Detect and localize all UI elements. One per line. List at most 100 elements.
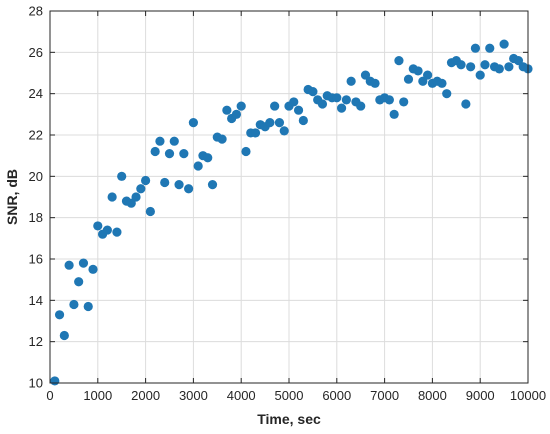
data-point <box>485 43 495 53</box>
data-point <box>59 330 69 341</box>
x-tick-label: 0 <box>46 388 53 403</box>
data-point <box>270 101 280 111</box>
data-point <box>265 118 275 128</box>
data-point <box>83 301 93 312</box>
data-point <box>389 109 399 119</box>
data-point <box>193 161 203 171</box>
data-point <box>336 103 347 113</box>
data-point <box>456 60 466 70</box>
x-axis-ticks: 0 1000 2000 3000 4000 5000 6000 7000 8000 9000 100… <box>46 11 546 403</box>
y-tick-label: 20 <box>29 169 43 184</box>
data-point <box>418 76 428 86</box>
data-point <box>341 95 351 105</box>
data-point <box>442 89 452 99</box>
data-point <box>236 101 246 111</box>
data-point <box>50 376 60 386</box>
data-point <box>117 171 127 181</box>
data-point <box>64 260 74 270</box>
data-point <box>403 74 414 84</box>
x-tick-label: 7000 <box>370 388 399 403</box>
data-point <box>423 70 433 80</box>
data-point <box>112 227 122 237</box>
data-point <box>293 105 304 115</box>
data-points <box>50 39 533 386</box>
data-point <box>93 221 103 231</box>
data-point <box>317 99 328 109</box>
data-point <box>437 78 447 88</box>
x-tick-label: 8000 <box>418 388 447 403</box>
data-point <box>169 136 179 146</box>
y-tick-label: 26 <box>29 45 43 60</box>
data-point <box>394 56 404 66</box>
data-point <box>384 95 394 105</box>
data-point <box>475 70 485 80</box>
data-point <box>370 78 380 88</box>
y-axis-ticks: 10 12 14 16 18 20 22 24 26 28 <box>29 4 528 391</box>
data-point <box>308 87 318 97</box>
data-point <box>126 198 136 208</box>
y-tick-label: 12 <box>29 334 43 349</box>
y-tick-label: 14 <box>29 293 43 308</box>
data-point <box>332 93 342 103</box>
data-point <box>480 60 490 70</box>
data-point <box>217 134 227 144</box>
x-axis-label: Time, sec <box>257 411 321 427</box>
data-point <box>188 118 198 128</box>
x-tick-label: 5000 <box>275 388 304 403</box>
data-point <box>184 184 194 194</box>
data-point <box>174 180 184 190</box>
y-axis-label: SNR, dB <box>4 169 20 225</box>
y-tick-label: 10 <box>29 376 43 391</box>
y-tick-label: 16 <box>29 252 43 267</box>
data-point <box>289 97 299 107</box>
data-point <box>155 136 165 146</box>
data-point <box>78 258 89 268</box>
data-point <box>241 146 251 157</box>
data-point <box>346 76 356 86</box>
data-point <box>461 99 471 109</box>
data-point <box>494 64 504 74</box>
data-point <box>164 149 175 159</box>
data-point <box>207 180 218 190</box>
y-tick-label: 22 <box>29 128 43 143</box>
data-point <box>74 277 84 287</box>
data-point <box>150 146 160 157</box>
data-point <box>356 101 366 111</box>
data-point <box>107 192 117 202</box>
data-point <box>250 128 261 138</box>
data-point <box>222 105 232 115</box>
data-point <box>470 43 481 53</box>
x-tick-label: 9000 <box>466 388 495 403</box>
x-tick-label: 6000 <box>322 388 351 403</box>
data-point <box>360 70 371 80</box>
data-point <box>298 115 308 126</box>
data-point <box>231 109 242 119</box>
data-point <box>141 175 151 186</box>
data-point <box>466 62 476 72</box>
data-point <box>160 177 170 188</box>
data-point <box>279 126 289 136</box>
y-tick-label: 28 <box>29 4 43 19</box>
data-point <box>54 310 65 320</box>
x-tick-label: 1000 <box>83 388 112 403</box>
data-point <box>102 225 112 235</box>
data-point <box>413 66 423 76</box>
grid-lines <box>49 10 529 384</box>
x-tick-label: 3000 <box>179 388 208 403</box>
data-point <box>145 206 155 217</box>
data-point <box>88 264 98 274</box>
data-point <box>504 62 514 72</box>
y-tick-label: 24 <box>29 86 43 101</box>
data-point <box>203 153 213 163</box>
x-tick-label: 10000 <box>510 388 546 403</box>
data-point <box>274 118 285 128</box>
data-point <box>179 149 189 159</box>
x-tick-label: 4000 <box>227 388 256 403</box>
data-point <box>136 184 146 194</box>
data-point <box>131 192 141 202</box>
data-point <box>499 39 509 49</box>
data-point <box>399 97 409 107</box>
data-point <box>513 56 524 66</box>
x-tick-label: 2000 <box>131 388 160 403</box>
